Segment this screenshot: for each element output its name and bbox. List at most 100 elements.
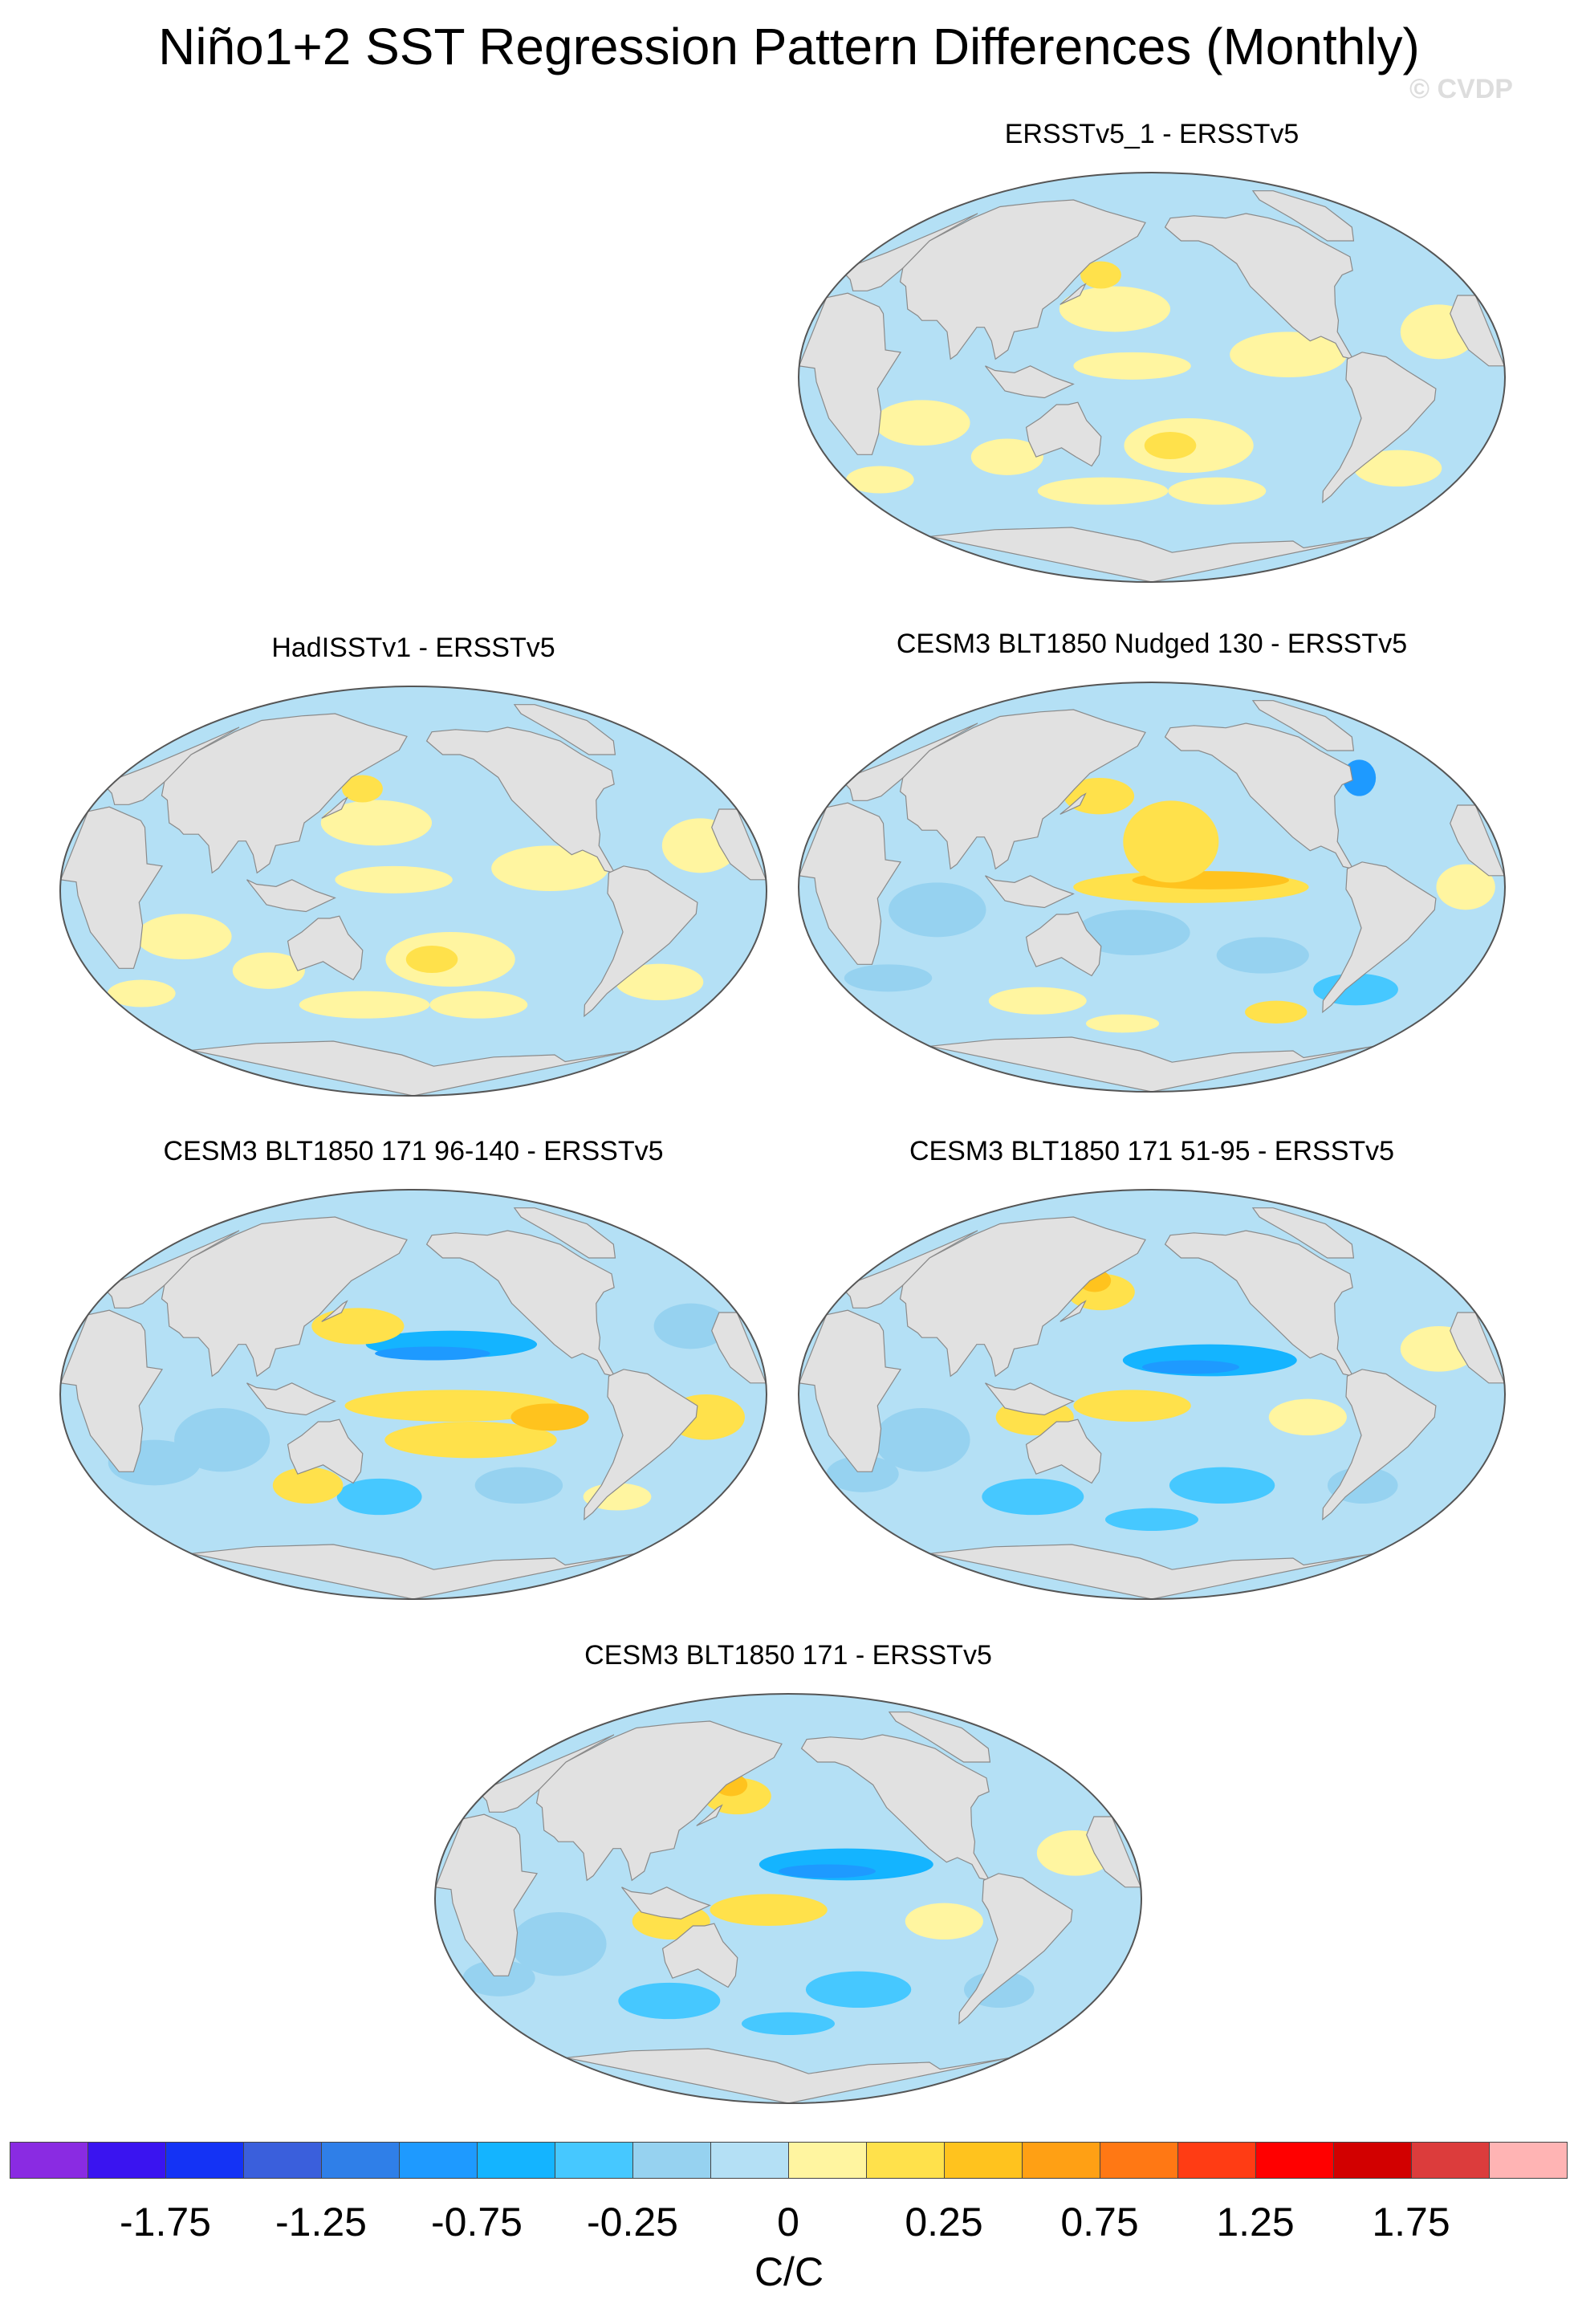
land-europe xyxy=(482,1734,615,1813)
land-indonesia xyxy=(985,875,1075,909)
anomaly-contour xyxy=(778,1864,876,1878)
land-australia xyxy=(287,1418,364,1484)
land-samerica xyxy=(1322,352,1437,504)
anomaly-contour xyxy=(1216,937,1309,974)
anomaly-contour xyxy=(889,882,986,938)
colorbar-swatch xyxy=(632,2142,711,2179)
colorbar-tick-label: 0 xyxy=(777,2200,799,2245)
land-japan xyxy=(1059,1300,1087,1322)
map-outline xyxy=(798,172,1506,583)
anomaly-contour xyxy=(618,1982,721,2020)
anomaly-contour xyxy=(710,1894,828,1926)
anomaly-contour xyxy=(342,775,383,803)
map-outline xyxy=(798,682,1506,1093)
colorbar-swatch xyxy=(165,2142,244,2179)
figure-title: Niño1+2 SST Regression Pattern Differenc… xyxy=(158,18,1420,75)
land-africa2 xyxy=(1450,295,1505,367)
colorbar-swatch xyxy=(1022,2142,1100,2179)
anomaly-contour xyxy=(982,1478,1084,1516)
anomaly-contour xyxy=(1123,800,1219,883)
anomaly-contour xyxy=(653,1303,728,1349)
map-svg xyxy=(59,686,767,1097)
land-namerica xyxy=(1164,722,1354,870)
land-europe xyxy=(107,1230,240,1309)
land-samerica xyxy=(958,1873,1073,2025)
land-greenland xyxy=(513,704,616,755)
land-africa xyxy=(799,1309,902,1472)
land-antarctica xyxy=(191,1040,636,1096)
land-indonesia xyxy=(246,1382,336,1416)
anomaly-contour xyxy=(1080,261,1121,289)
colorbar-tick-label: -0.75 xyxy=(431,2200,523,2245)
map-panel-cesm3-171: CESM3 BLT1850 171 - ERSSTv5 xyxy=(427,1638,1149,2119)
anomaly-contour xyxy=(1075,910,1190,955)
anomaly-contour xyxy=(826,1455,899,1492)
anomaly-contour xyxy=(320,800,433,846)
panel-title: CESM3 BLT1850 Nudged 130 - ERSSTv5 xyxy=(896,629,1408,659)
land-europe xyxy=(845,722,978,801)
land-samerica xyxy=(1322,861,1437,1014)
anomaly-contour xyxy=(615,963,704,1000)
colorbar-swatch xyxy=(1411,2142,1490,2179)
land-namerica xyxy=(800,1734,990,1882)
anomaly-contour xyxy=(1353,450,1442,486)
anomaly-contour xyxy=(510,1403,589,1431)
colorbar-tick-label: 1.25 xyxy=(1216,2200,1295,2245)
anomaly-contour xyxy=(1169,1467,1275,1504)
land-africa2 xyxy=(711,808,767,881)
land-africa xyxy=(799,292,902,455)
colorbar xyxy=(10,2142,1568,2180)
land-asia xyxy=(899,709,1146,870)
land-asia xyxy=(535,1720,783,1882)
land-australia xyxy=(287,915,364,981)
land-samerica xyxy=(1322,1369,1437,1521)
land-africa xyxy=(60,1309,164,1472)
land-samerica xyxy=(584,865,698,1018)
land-japan xyxy=(1059,283,1087,305)
map-outline xyxy=(59,686,767,1097)
anomaly-contour xyxy=(375,1346,490,1361)
land-europe xyxy=(107,727,240,805)
anomaly-contour xyxy=(970,438,1043,475)
map-outline xyxy=(798,1189,1506,1600)
land-namerica xyxy=(1164,1230,1354,1378)
anomaly-contour xyxy=(1073,1390,1191,1422)
anomaly-contour xyxy=(311,1308,405,1345)
anomaly-contour xyxy=(741,2012,836,2035)
colorbar-tick-label: 0.75 xyxy=(1060,2200,1139,2245)
cvdp-watermark: © CVDP xyxy=(1409,74,1513,104)
panel-title: ERSSTv5_1 - ERSSTv5 xyxy=(1004,119,1299,149)
map-svg xyxy=(434,1693,1142,2104)
anomaly-contour xyxy=(874,1408,970,1472)
land-namerica xyxy=(425,727,616,874)
land-antarctica xyxy=(566,2048,1011,2103)
map-svg xyxy=(798,1189,1506,1600)
land-africa xyxy=(435,1813,539,1976)
land-australia xyxy=(1025,911,1102,977)
anomaly-contour xyxy=(1064,778,1135,815)
land-greenland xyxy=(1251,190,1355,242)
land-africa2 xyxy=(711,1312,767,1384)
land-africa2 xyxy=(1086,1816,1141,1888)
anomaly-contour xyxy=(272,1467,344,1504)
colorbar-swatch xyxy=(1489,2142,1568,2179)
anomaly-contour xyxy=(510,1912,607,1976)
land-australia xyxy=(1025,401,1102,467)
colorbar-swatch xyxy=(555,2142,633,2179)
panel-title: CESM3 BLT1850 171 96-140 - ERSSTv5 xyxy=(163,1136,664,1166)
land-antarctica xyxy=(929,527,1374,582)
panel-title: CESM3 BLT1850 171 51-95 - ERSSTv5 xyxy=(909,1136,1395,1166)
colorbar-swatch xyxy=(1100,2142,1178,2179)
land-namerica xyxy=(425,1230,616,1378)
colorbar-tick-label: -1.75 xyxy=(120,2200,211,2245)
land-africa2 xyxy=(1450,1312,1505,1384)
map-svg xyxy=(59,1189,767,1600)
land-japan xyxy=(696,1804,723,1826)
anomaly-contour xyxy=(988,987,1087,1015)
panel-title: CESM3 BLT1850 171 - ERSSTv5 xyxy=(584,1640,992,1671)
anomaly-contour xyxy=(405,946,458,973)
anomaly-contour xyxy=(1144,432,1197,459)
land-greenland xyxy=(1251,700,1355,751)
anomaly-contour xyxy=(1086,1014,1160,1033)
land-asia xyxy=(161,1216,408,1378)
